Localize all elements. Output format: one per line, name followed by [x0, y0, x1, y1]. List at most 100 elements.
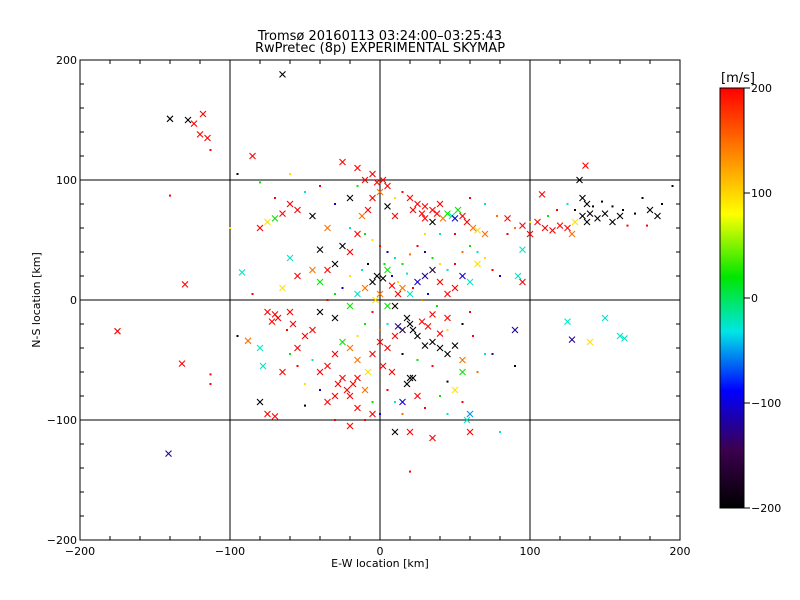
scatter-point-x — [409, 374, 417, 382]
scatter-point-x — [406, 428, 414, 436]
x-tick-label: −200 — [65, 545, 95, 558]
scatter-point-dot — [401, 263, 404, 265]
scatter-points — [114, 71, 674, 473]
scatter-point-dot — [371, 239, 374, 241]
scatter-point-x — [616, 212, 624, 220]
scatter-point-dot — [424, 407, 426, 409]
scatter-point-x — [358, 212, 366, 220]
scatter-point-x — [451, 284, 459, 292]
scatter-point-x — [583, 218, 591, 226]
scatter-point-x — [376, 188, 384, 196]
scatter-point-x — [301, 332, 309, 340]
scatter-point-x — [586, 210, 594, 217]
scatter-point-x — [334, 380, 342, 388]
scatter-point-dot — [364, 419, 366, 421]
scatter-point-dot — [446, 269, 449, 271]
scatter-point-dot — [334, 419, 336, 421]
scatter-point-x — [354, 356, 361, 364]
scatter-point-x — [178, 360, 186, 367]
scatter-point-dot — [436, 305, 438, 307]
scatter-point-dot — [491, 269, 494, 271]
scatter-point-x — [429, 311, 436, 318]
scatter-point-x — [190, 120, 198, 127]
scatter-point-x — [376, 290, 384, 298]
scatter-point-dot — [439, 263, 441, 265]
scatter-point-x — [166, 115, 174, 123]
scatter-point-dot — [401, 353, 404, 355]
scatter-point-x — [421, 272, 429, 280]
scatter-point-x — [526, 230, 534, 238]
scatter-point-dot — [416, 245, 419, 247]
scatter-point-dot — [406, 272, 408, 275]
scatter-point-x — [654, 212, 661, 220]
scatter-point-x — [418, 210, 426, 217]
scatter-point-x — [309, 212, 316, 220]
scatter-point-dot — [251, 293, 254, 295]
scatter-point-dot — [566, 203, 569, 205]
scatter-point-x — [459, 272, 466, 280]
scatter-point-dot — [319, 185, 321, 187]
y-tick-label: −100 — [47, 414, 77, 427]
scatter-point-x — [414, 278, 421, 286]
scatter-point-dot — [661, 203, 663, 205]
scatter-point-x — [424, 323, 432, 330]
scatter-point-x — [331, 392, 339, 400]
scatter-point-x — [556, 222, 564, 229]
scatter-point-dot — [446, 380, 449, 383]
scatter-point-x — [196, 131, 204, 138]
colorbar-tick-label: 0 — [751, 292, 758, 305]
scatter-point-dot — [169, 194, 171, 197]
scatter-point-dot — [326, 299, 329, 301]
colorbar-gradient — [719, 87, 745, 509]
scatter-point-x — [406, 374, 414, 382]
scatter-point-x — [388, 282, 396, 289]
scatter-point-dot — [476, 371, 479, 373]
scatter-point-x — [294, 206, 301, 214]
scatter-point-dot — [349, 275, 351, 277]
scatter-point-x — [369, 278, 376, 286]
y-tick-label: −200 — [47, 534, 77, 547]
scatter-point-x — [459, 212, 466, 220]
scatter-point-x — [459, 368, 466, 376]
scatter-point-x — [354, 290, 361, 298]
scatter-point-dot — [274, 197, 276, 199]
scatter-point-x — [361, 386, 369, 394]
scatter-point-x — [346, 422, 354, 430]
scatter-point-x — [289, 320, 297, 328]
scatter-point-dot — [469, 311, 471, 313]
scatter-point-x — [436, 200, 444, 208]
scatter-point-x — [621, 335, 628, 342]
scatter-point-x — [324, 398, 331, 406]
scatter-point-x — [316, 368, 324, 376]
scatter-point-dot — [371, 311, 374, 313]
scatter-point-x — [369, 194, 376, 202]
scatter-point-x — [384, 302, 391, 310]
scatter-point-x — [372, 296, 379, 304]
scatter-point-x — [511, 326, 519, 334]
scatter-point-dot — [469, 197, 471, 199]
scatter-point-dot — [371, 401, 374, 403]
scatter-point-x — [369, 350, 376, 358]
scatter-point-dot — [424, 251, 426, 253]
scatter-point-x — [331, 260, 339, 268]
scatter-point-x — [474, 260, 481, 268]
scatter-point-dot — [341, 287, 344, 289]
scatter-point-x — [616, 332, 624, 340]
scatter-point-dot — [412, 287, 414, 289]
scatter-point-dot — [484, 257, 486, 259]
scatter-point-x — [436, 344, 444, 352]
scatter-point-x — [339, 338, 346, 346]
scatter-point-x — [454, 206, 462, 214]
scatter-point-x — [406, 290, 414, 298]
y-tick-label: 200 — [56, 54, 77, 67]
scatter-point-dot — [379, 413, 381, 415]
scatter-point-x — [549, 227, 556, 234]
scatter-point-x — [429, 218, 436, 226]
scatter-point-dot — [409, 470, 411, 473]
scatter-point-x — [364, 206, 372, 214]
scatter-point-x — [346, 392, 354, 400]
x-axis-label: E-W location [km] — [331, 557, 429, 570]
scatter-point-x — [346, 248, 354, 256]
scatter-point-x — [376, 338, 384, 346]
scatter-point-x — [463, 416, 471, 424]
